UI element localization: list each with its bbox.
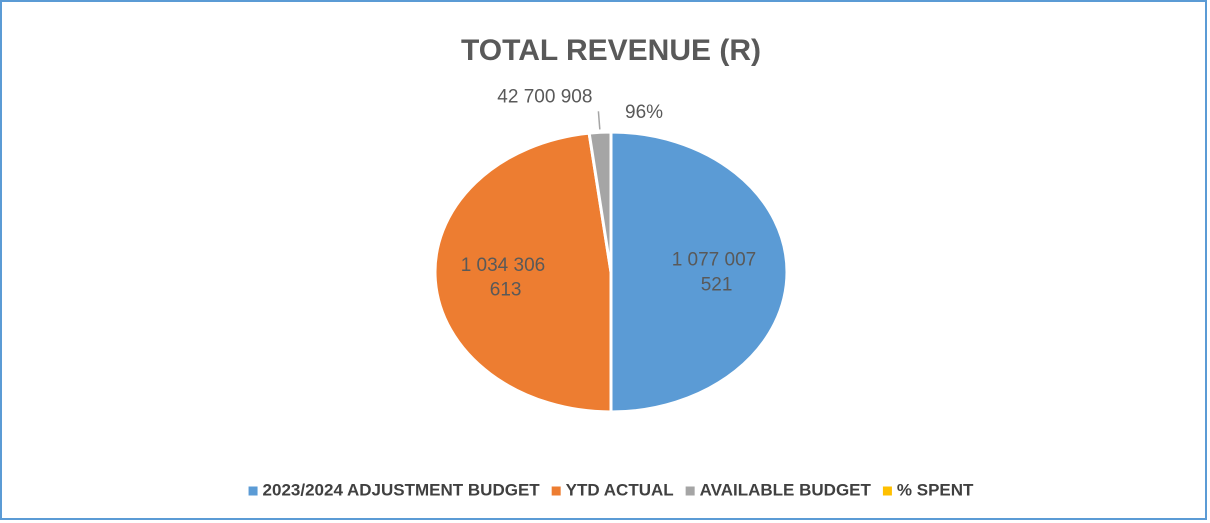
legend-label: 2023/2024 ADJUSTMENT BUDGET (263, 480, 541, 499)
pie-slice (609, 130, 789, 414)
data-label: 96% (625, 102, 663, 123)
legend-swatch (685, 486, 695, 496)
data-label: 1 034 306 613 (461, 255, 551, 301)
legend-label: % SPENT (897, 480, 974, 499)
data-label: 1 077 007 521 (672, 250, 762, 296)
data-label: 42 700 908 (497, 86, 592, 107)
leader-line (597, 111, 601, 130)
chart-title: TOTAL REVENUE (R) (461, 34, 761, 67)
legend-swatch (248, 486, 258, 496)
legend-swatch (882, 486, 892, 496)
pie-slice (433, 131, 613, 414)
legend-label: AVAILABLE BUDGET (700, 480, 872, 499)
legend-label: YTD ACTUAL (566, 480, 674, 499)
legend-swatch (551, 486, 561, 496)
